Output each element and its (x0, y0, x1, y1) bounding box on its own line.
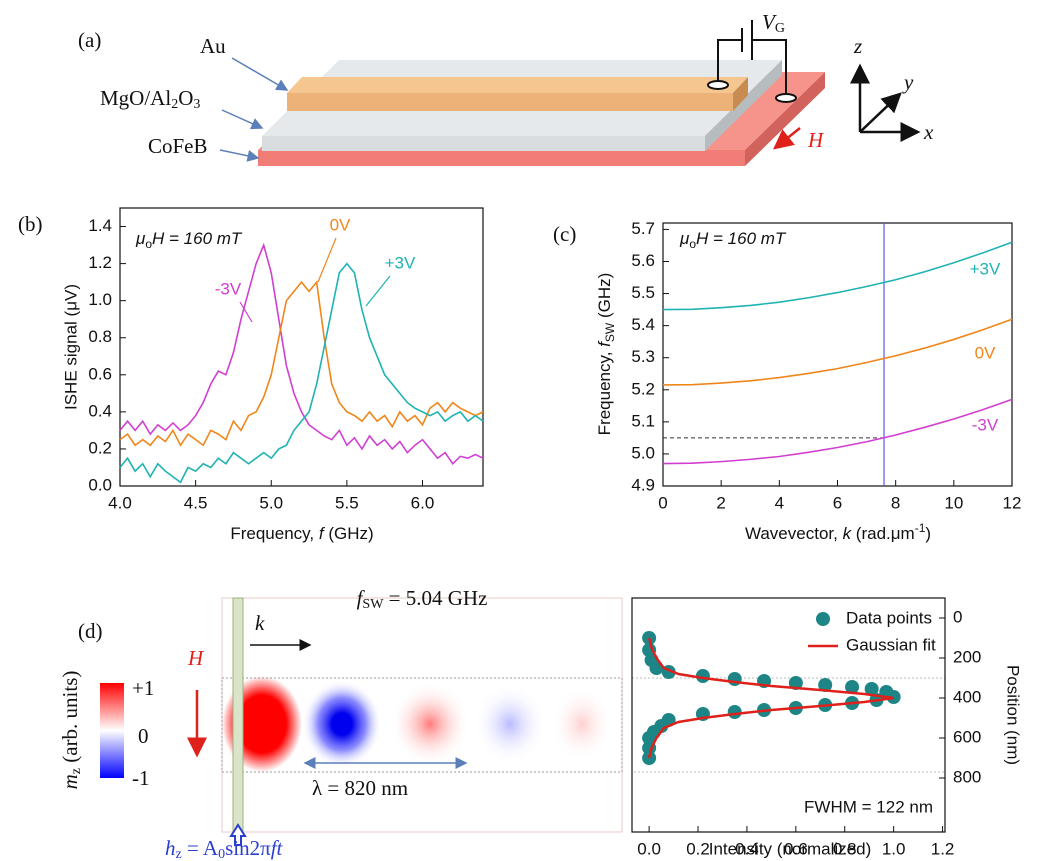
y-tick-label: 800 (953, 767, 981, 786)
curve-label: 0V (975, 343, 996, 362)
data-line (663, 242, 1012, 309)
x-tick-label: 0.8 (833, 839, 857, 858)
panel-label: (c) (553, 222, 576, 246)
legend-label: Data points (846, 608, 932, 627)
y-tick-label: 4.9 (631, 475, 655, 494)
y-tick-label: 0.6 (88, 364, 112, 383)
data-line (663, 319, 1012, 385)
wavelength-label: λ = 820 nm (312, 776, 408, 800)
y-tick-label: 5.6 (631, 251, 655, 270)
axis-label: y (902, 70, 914, 94)
y-tick-label: 1.2 (88, 253, 112, 272)
x-tick-label: 8 (891, 493, 900, 512)
y-tick-label: 0 (953, 607, 962, 626)
x-axis-label: Wavevector, k (rad.μm-1) (745, 521, 931, 543)
axis-label: z (853, 34, 862, 58)
data-line (120, 245, 483, 464)
label-leader (318, 238, 336, 282)
y-tick-label: 1.0 (88, 290, 112, 309)
legend-label: Gaussian fit (846, 635, 936, 654)
y-tick-label: 1.4 (88, 216, 112, 235)
y-tick-label: 600 (953, 727, 981, 746)
curve-label: +3V (970, 259, 1001, 278)
colorbar-tick: 0 (138, 724, 149, 748)
x-tick-label: 0 (658, 493, 667, 512)
axis-label: x (923, 120, 934, 144)
field-label: H (187, 646, 205, 670)
x-tick-label: 0.6 (784, 839, 808, 858)
y-tick-label: 0.0 (88, 475, 112, 494)
y-axis-label: Position (nm) (1004, 665, 1023, 765)
x-tick-label: 4 (775, 493, 784, 512)
y-tick-label: 5.0 (631, 443, 655, 462)
data-line (120, 264, 483, 483)
panel-label: (a) (78, 28, 101, 52)
x-axis-label: Frequency, f (GHz) (230, 524, 373, 543)
plot-frame (120, 208, 483, 486)
wavevector-label: k (255, 611, 265, 635)
figure: (a) (b) (c) (d) Au MgO/Al2O3 CoFeB VG H … (0, 0, 1039, 861)
colorbar-tick: +1 (132, 676, 154, 700)
x-tick-label: 10 (944, 493, 963, 512)
data-point (728, 672, 742, 686)
panel-label: (d) (78, 619, 103, 643)
layer-label: CoFeB (148, 134, 208, 158)
y-tick-label: 200 (953, 647, 981, 666)
field-label: H (807, 128, 825, 152)
label-leader (366, 276, 390, 306)
x-tick-label: 4.0 (108, 493, 132, 512)
y-axis-label: Frequency, fSW (GHz) (595, 273, 617, 436)
curve-label: -3V (215, 279, 242, 298)
curve-label: +3V (385, 253, 416, 272)
data-line (663, 399, 1012, 463)
legend-swatch (816, 612, 830, 626)
x-tick-label: 4.5 (184, 493, 208, 512)
x-tick-label: 2 (716, 493, 725, 512)
panel-label: (b) (18, 212, 43, 236)
x-tick-label: 12 (1003, 493, 1022, 512)
colorbar-label: mz (arb. units) (58, 671, 84, 790)
x-tick-label: 1.0 (882, 839, 906, 858)
x-tick-label: 1.2 (931, 839, 955, 858)
y-tick-label: 0.2 (88, 438, 112, 457)
curve-label: 0V (330, 215, 351, 234)
y-tick-label: 0.4 (88, 401, 112, 420)
colorbar-tick: -1 (132, 766, 150, 790)
y-tick-label: 5.3 (631, 347, 655, 366)
y-tick-label: 5.4 (631, 315, 655, 334)
annotation: μoH = 160 mT (679, 229, 787, 251)
x-tick-label: 0.0 (637, 839, 661, 858)
layer-label: MgO/Al2O3 (100, 86, 200, 112)
y-tick-label: 5.7 (631, 219, 655, 238)
map-title: fSW = 5.04 GHz (357, 586, 488, 612)
curve-label: -3V (972, 415, 999, 434)
x-tick-label: 6.0 (411, 493, 435, 512)
annotation: μoH = 160 mT (135, 229, 243, 251)
y-tick-label: 5.5 (631, 283, 655, 302)
data-point (728, 705, 742, 719)
gate-label: VG (762, 10, 785, 36)
layer-label: Au (200, 34, 226, 58)
y-axis-label: ISHE signal (μV) (61, 284, 80, 410)
x-tick-label: 6 (833, 493, 842, 512)
y-tick-label: 0.8 (88, 327, 112, 346)
plot-frame (663, 223, 1012, 486)
x-tick-label: 5.0 (259, 493, 283, 512)
excitation-label: hz = A0sin2πft (165, 836, 284, 861)
y-tick-label: 5.1 (631, 411, 655, 430)
y-tick-label: 5.2 (631, 379, 655, 398)
x-tick-label: 0.2 (686, 839, 710, 858)
x-tick-label: 0.4 (735, 839, 759, 858)
y-tick-label: 400 (953, 687, 981, 706)
x-tick-label: 5.5 (335, 493, 359, 512)
annotation: FWHM = 122 nm (804, 797, 933, 816)
